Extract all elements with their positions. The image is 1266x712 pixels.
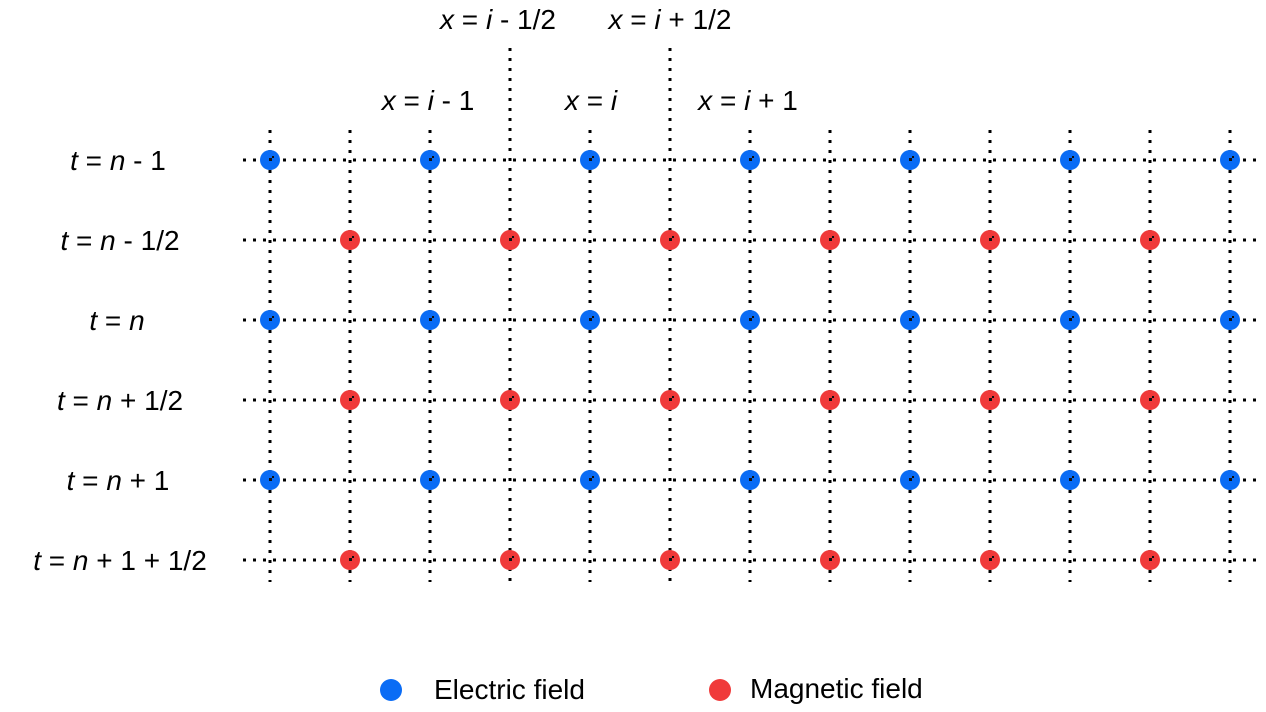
magnetic-field-point-mark [829, 238, 832, 241]
electric-field-point-mark [1072, 156, 1074, 158]
magnetic-field-point-mark [512, 236, 514, 238]
electric-field-point-mark [592, 476, 594, 478]
electric-field-point-mark [752, 476, 754, 478]
magnetic-field-point-mark [829, 398, 832, 401]
magnetic-field-point-mark [509, 238, 512, 241]
magnetic-field-point-mark [992, 556, 994, 558]
magnetic-field-point-mark [352, 236, 354, 238]
legend-electric-label: Electric field [434, 674, 585, 705]
electric-field-point-mark [912, 316, 914, 318]
electric-field-point-mark [1232, 156, 1234, 158]
electric-field-point-mark [432, 476, 434, 478]
row-label: t = n + 1/2 [57, 385, 183, 416]
legend-magnetic-marker [709, 679, 731, 701]
column-label: x = i [563, 85, 618, 116]
row-label: t = n + 1 + 1/2 [33, 545, 207, 576]
magnetic-field-point-mark [1149, 398, 1152, 401]
magnetic-field-point-mark [1149, 238, 1152, 241]
electric-field-point-mark [429, 318, 432, 321]
electric-field-point-mark [1232, 476, 1234, 478]
legend-electric-marker [380, 679, 402, 701]
legend-magnetic-label: Magnetic field [750, 673, 923, 704]
magnetic-field-point-mark [1149, 558, 1152, 561]
electric-field-point-mark [429, 158, 432, 161]
magnetic-field-point-mark [352, 396, 354, 398]
magnetic-field-point-mark [989, 398, 992, 401]
row-labels: t = n - 1 t = n - 1/2 t = n t = n + 1/2 t = … [33, 145, 207, 576]
magnetic-field-point-mark [672, 236, 674, 238]
row-label: t = n - 1 [70, 145, 166, 176]
electric-field-point-mark [912, 156, 914, 158]
magnetic-field-point-mark [349, 558, 352, 561]
electric-field-point-mark [429, 478, 432, 481]
magnetic-field-point-mark [989, 238, 992, 241]
electric-field-point-mark [1072, 476, 1074, 478]
magnetic-field-point-mark [1152, 396, 1154, 398]
electric-field-point-mark [592, 316, 594, 318]
magnetic-field-point-mark [829, 558, 832, 561]
electric-field-point-mark [1229, 318, 1232, 321]
row-label: t = n + 1 [67, 465, 170, 496]
electric-field-point-mark [752, 316, 754, 318]
electric-field-point-mark [589, 158, 592, 161]
magnetic-field-point-mark [669, 238, 672, 241]
electric-field-point-mark [589, 318, 592, 321]
magnetic-field-point-mark [669, 558, 672, 561]
electric-field-point-mark [1229, 158, 1232, 161]
column-label: x = i - 1 [380, 85, 475, 116]
electric-field-point-mark [589, 478, 592, 481]
electric-field-point-mark [749, 158, 752, 161]
field-points [260, 150, 1240, 570]
magnetic-field-point-mark [349, 398, 352, 401]
magnetic-field-point-mark [832, 396, 834, 398]
electric-field-point-mark [749, 318, 752, 321]
magnetic-field-point-mark [672, 556, 674, 558]
magnetic-field-point-mark [992, 236, 994, 238]
magnetic-field-point-mark [509, 558, 512, 561]
magnetic-field-point-mark [672, 396, 674, 398]
magnetic-field-point-mark [349, 238, 352, 241]
electric-field-point-mark [269, 318, 272, 321]
electric-field-point-mark [269, 478, 272, 481]
electric-field-point-mark [1229, 478, 1232, 481]
electric-field-point-mark [909, 478, 912, 481]
electric-field-point-mark [272, 316, 274, 318]
electric-field-point-mark [272, 476, 274, 478]
column-labels: x = i - 1/2 x = i + 1/2 x = i - 1 x = i x = … [380, 4, 798, 116]
magnetic-field-point-mark [832, 556, 834, 558]
electric-field-point-mark [1069, 478, 1072, 481]
electric-field-point-mark [909, 318, 912, 321]
electric-field-point-mark [269, 158, 272, 161]
magnetic-field-point-mark [1152, 556, 1154, 558]
column-label: x = i - 1/2 [438, 4, 556, 35]
legend: Electric field Magnetic field [380, 673, 923, 705]
electric-field-point-mark [909, 158, 912, 161]
column-label: x = i + 1 [696, 85, 798, 116]
magnetic-field-point-mark [989, 558, 992, 561]
electric-field-point-mark [432, 156, 434, 158]
electric-field-point-mark [749, 478, 752, 481]
magnetic-field-point-mark [509, 398, 512, 401]
magnetic-field-point-mark [669, 398, 672, 401]
magnetic-field-point-mark [512, 396, 514, 398]
electric-field-point-mark [432, 316, 434, 318]
column-label: x = i + 1/2 [607, 4, 732, 35]
row-label: t = n [89, 305, 144, 336]
magnetic-field-point-mark [992, 396, 994, 398]
electric-field-point-mark [1072, 316, 1074, 318]
electric-field-point-mark [1069, 318, 1072, 321]
electric-field-point-mark [272, 156, 274, 158]
magnetic-field-point-mark [832, 236, 834, 238]
electric-field-point-mark [752, 156, 754, 158]
magnetic-field-point-mark [512, 556, 514, 558]
electric-field-point-mark [592, 156, 594, 158]
magnetic-field-point-mark [352, 556, 354, 558]
magnetic-field-point-mark [1152, 236, 1154, 238]
row-label: t = n - 1/2 [60, 225, 179, 256]
electric-field-point-mark [912, 476, 914, 478]
electric-field-point-mark [1232, 316, 1234, 318]
electric-field-point-mark [1069, 158, 1072, 161]
